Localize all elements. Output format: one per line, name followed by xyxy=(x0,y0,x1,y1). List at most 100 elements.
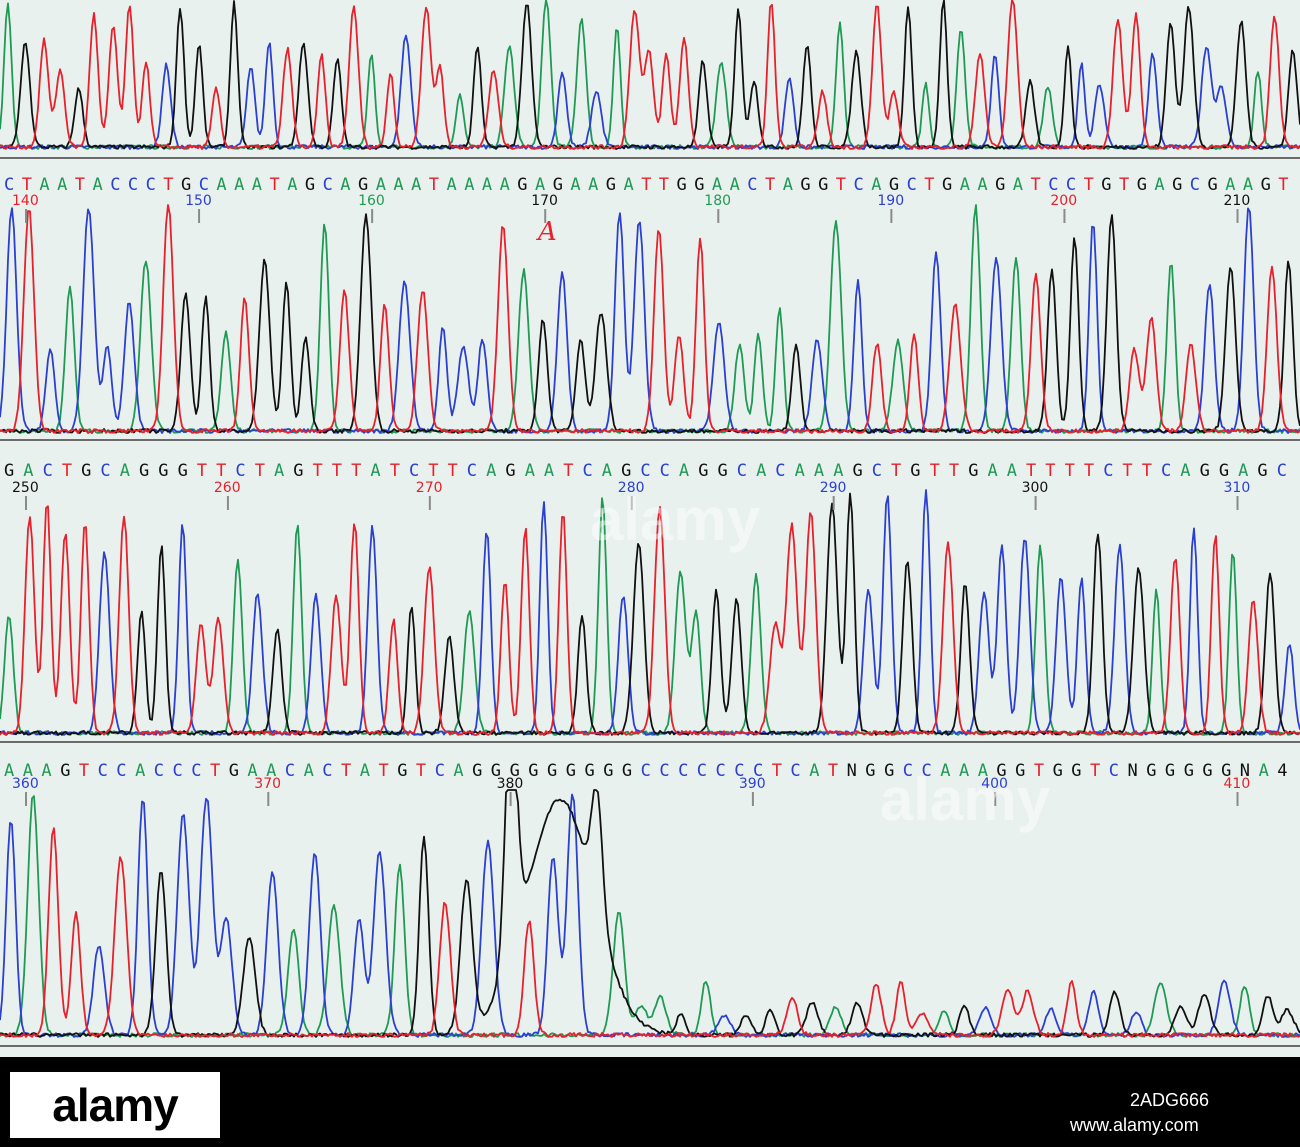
base-call: G xyxy=(547,761,557,781)
base-call: T xyxy=(341,761,351,781)
position-label: 200 xyxy=(1050,193,1077,209)
base-call: G xyxy=(472,761,482,781)
base-call: G xyxy=(305,175,315,195)
base-call: G xyxy=(358,175,368,195)
trace-t xyxy=(0,204,1300,434)
base-call: G xyxy=(81,461,91,481)
base-call: C xyxy=(146,175,156,195)
base-call: G xyxy=(1219,461,1229,481)
base-call: A xyxy=(624,175,634,195)
base-call: G xyxy=(694,175,704,195)
base-call: A xyxy=(1259,761,1269,781)
base-call: A xyxy=(1225,175,1235,195)
base-call: T xyxy=(1065,461,1075,481)
base-call: N xyxy=(1128,761,1138,781)
base-call: G xyxy=(528,761,538,781)
base-call: A xyxy=(1013,175,1023,195)
base-call: C xyxy=(1161,461,1171,481)
base-call: A xyxy=(486,461,496,481)
base-call: T xyxy=(924,175,934,195)
base-call: G xyxy=(1165,761,1175,781)
handwritten-annotation: A xyxy=(536,217,557,247)
base-call: G xyxy=(800,175,810,195)
position-label: 250 xyxy=(12,480,39,496)
position-label: 380 xyxy=(497,776,524,792)
base-call: C xyxy=(907,175,917,195)
base-call: A xyxy=(23,461,33,481)
watermark-overlay: alamy alamy xyxy=(590,486,1051,833)
base-call: A xyxy=(535,175,545,195)
base-call: A xyxy=(4,761,14,781)
base-call: A xyxy=(712,175,722,195)
base-call: A xyxy=(959,761,969,781)
base-call: N xyxy=(847,761,857,781)
base-call: C xyxy=(678,761,688,781)
base-call: C xyxy=(1103,461,1113,481)
position-label: 360 xyxy=(12,776,39,792)
base-call: G xyxy=(621,461,631,481)
position-label: 410 xyxy=(1224,776,1251,792)
base-call: C xyxy=(1109,761,1119,781)
base-call: A xyxy=(783,175,793,195)
position-label: 270 xyxy=(416,480,443,496)
base-call: A xyxy=(544,461,554,481)
base-call: A xyxy=(266,761,276,781)
base-call: C xyxy=(775,461,785,481)
base-call: A xyxy=(482,175,492,195)
position-label: 390 xyxy=(739,776,766,792)
base-call: T xyxy=(416,761,426,781)
base-call: G xyxy=(677,175,687,195)
base-call: G xyxy=(889,175,899,195)
base-call: G xyxy=(293,461,303,481)
base-call: G xyxy=(622,761,632,781)
base-call: C xyxy=(435,761,445,781)
base-call: T xyxy=(765,175,775,195)
trace-g xyxy=(0,213,1300,434)
base-call: A xyxy=(247,761,257,781)
base-call: G xyxy=(1053,761,1063,781)
base-call: T xyxy=(1119,175,1129,195)
base-call: A xyxy=(39,175,49,195)
trace-c xyxy=(0,489,1300,736)
position-label: 190 xyxy=(877,193,904,209)
base-call: G xyxy=(1208,175,1218,195)
base-call: T xyxy=(1026,461,1036,481)
base-call: T xyxy=(1122,461,1132,481)
base-call: C xyxy=(285,761,295,781)
base-call: A xyxy=(795,461,805,481)
base-call: A xyxy=(809,761,819,781)
base-call: G xyxy=(566,761,576,781)
base-call: C xyxy=(1277,461,1287,481)
base-call: T xyxy=(313,461,323,481)
base-call: A xyxy=(570,175,580,195)
base-call: G xyxy=(510,761,520,781)
base-call: C xyxy=(191,761,201,781)
base-call: C xyxy=(43,461,53,481)
base-call: T xyxy=(1278,175,1288,195)
base-call: A xyxy=(756,461,766,481)
base-call: G xyxy=(1015,761,1025,781)
base-call: C xyxy=(583,461,593,481)
base-call: G xyxy=(884,761,894,781)
base-call: T xyxy=(949,461,959,481)
trace-t xyxy=(0,827,1300,1038)
trace-t xyxy=(0,0,1300,150)
base-call: T xyxy=(891,461,901,481)
base-call: C xyxy=(660,461,670,481)
base-call: A xyxy=(588,175,598,195)
base-call: C xyxy=(235,461,245,481)
base-call: A xyxy=(977,175,987,195)
base-call: A xyxy=(1007,461,1017,481)
base-call: T xyxy=(428,461,438,481)
base-call: G xyxy=(158,461,168,481)
position-label: 150 xyxy=(185,193,212,209)
base-call: C xyxy=(1048,175,1058,195)
base-call: T xyxy=(1084,461,1094,481)
watermark-stock-id: 2ADG666 xyxy=(1130,1090,1210,1110)
base-call: A xyxy=(453,761,463,781)
base-call: A xyxy=(1243,175,1253,195)
base-call: G xyxy=(942,175,952,195)
base-call: G xyxy=(995,175,1005,195)
position-label: 180 xyxy=(704,193,731,209)
